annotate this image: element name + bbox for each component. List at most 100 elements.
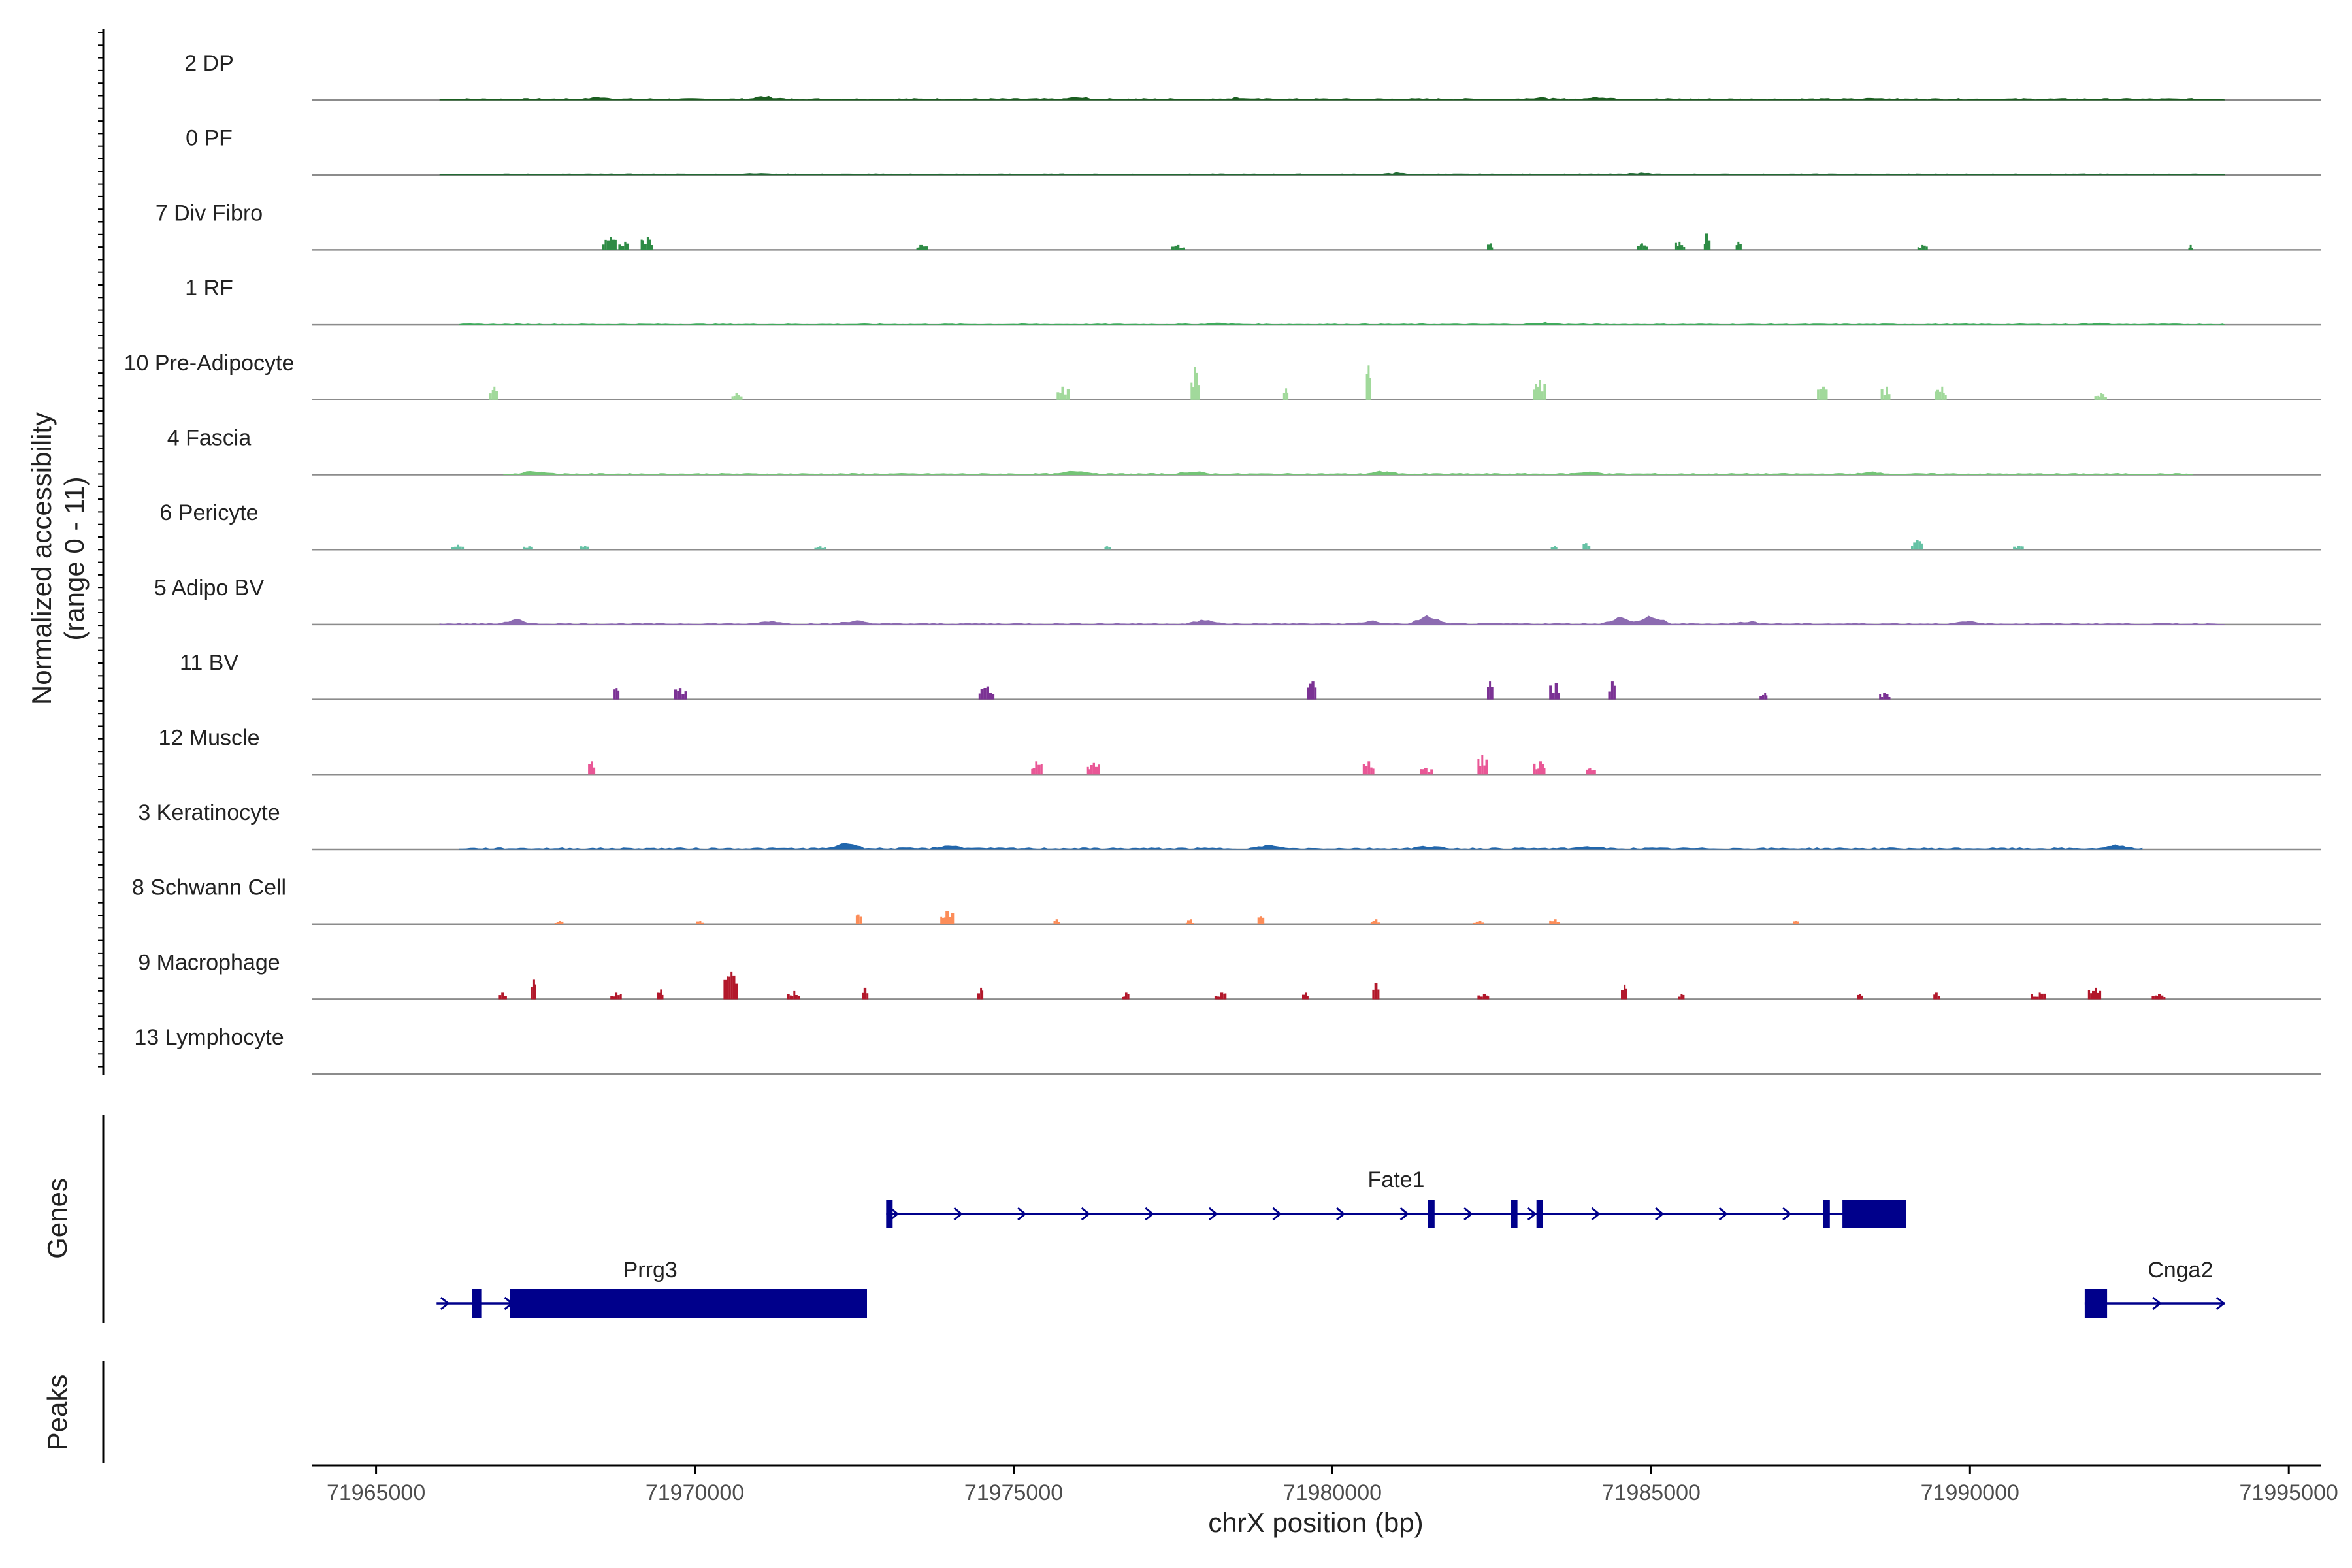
track-10-pre-adipocyte: 10 Pre-Adipocyte [124, 351, 2321, 401]
track-5-adipo-bv: 5 Adipo BV [154, 576, 2321, 626]
coverage-peak-bar [1478, 921, 1482, 924]
coverage-peak-bar [1678, 996, 1681, 1000]
coverage-peak-bar [1883, 395, 1886, 400]
coverage-peak-bar [561, 921, 564, 924]
track-0-pf: 0 PF [186, 126, 2321, 176]
coverage-area [439, 95, 2225, 101]
coverage-peak-bar [525, 547, 529, 550]
coverage-peak-bar [1676, 246, 1679, 250]
coverage-peak-bar [1625, 988, 1627, 1000]
coverage-peak-bar [2104, 397, 2107, 400]
gene-label: Cnga2 [2148, 1258, 2213, 1282]
coverage-peak-bar [1302, 994, 1305, 1000]
coverage-peak-bar [824, 547, 826, 550]
coverage-peak-bar [814, 547, 817, 550]
coverage-peak-bar [1608, 691, 1611, 700]
coverage-peak-bar [949, 917, 951, 924]
coverage-peak-bar [1936, 389, 1939, 400]
coverage-peak-bar [1122, 996, 1124, 1000]
coverage-peak-bar [1183, 247, 1185, 250]
coverage-peak-bar [1880, 389, 1884, 400]
coverage-peak-bar [2095, 987, 2097, 1000]
coverage-peak-bar [602, 244, 605, 250]
coverage-peak-bar [1478, 766, 1482, 775]
coverage-tracks: 2 DP 0 PF 7 Div Fibro 1 RF 10 Pre-Adipocyte 4… [98, 29, 2321, 1075]
coverage-peak-bar [1539, 761, 1542, 775]
coverage-peak-bar [1793, 921, 1795, 924]
coverage-peak-bar [2158, 994, 2161, 1000]
coverage-peak-bar [2090, 993, 2093, 1000]
exon-block [1842, 1200, 1906, 1228]
coverage-peak-bar [945, 911, 949, 924]
gene-label: Prrg3 [623, 1258, 678, 1282]
exon-block [1536, 1200, 1543, 1228]
coverage-peak-bar [1921, 543, 1923, 550]
coverage-peak-bar [674, 689, 678, 700]
track-label: 4 Fascia [167, 426, 252, 451]
coverage-peak-bar [1674, 242, 1677, 250]
coverage-peak-bar [866, 993, 869, 1000]
coverage-peak-bar [1917, 247, 1919, 250]
strand-arrow [1336, 1207, 1346, 1221]
coverage-peak-bar [661, 994, 664, 1000]
coverage-peak-bar [1533, 389, 1535, 400]
coverage-peak-bar [1218, 996, 1221, 1000]
coverage-peak-bar [617, 690, 620, 700]
strand-arrow [1399, 1207, 1409, 1221]
coverage-peak-bar [650, 245, 653, 250]
coverage-peak-bar [1537, 768, 1540, 775]
coverage-peak-bar [1554, 683, 1558, 700]
coverage-peak-bar [1678, 241, 1681, 250]
coverage-peak-bar [1543, 768, 1546, 775]
gene-annotation-track: Fate1 Prrg3 Cnga2 [102, 1115, 2226, 1323]
coverage-peak-bar [986, 686, 989, 700]
coverage-peak-bar [1680, 245, 1684, 250]
coverage-peak-bar [989, 693, 992, 700]
coverage-peak-bar [2092, 990, 2095, 1000]
coverage-peak-bar [612, 239, 615, 250]
coverage-peak-bar [1486, 995, 1488, 1000]
coverage-peak-bar [1942, 393, 1945, 400]
coverage-peak-bar [1105, 546, 1109, 550]
coverage-peak-bar [942, 918, 944, 924]
coverage-peak-bar [1682, 994, 1685, 1000]
coverage-peak-bar [1550, 547, 1554, 550]
coverage-peak-bar [1919, 248, 1921, 250]
coverage-peak-bar [2043, 993, 2046, 1000]
coverage-peak-bar [1590, 770, 1593, 775]
coverage-peak-bar [738, 395, 740, 400]
coverage-peak-bar [1187, 920, 1190, 924]
coverage-peak-bar [528, 546, 531, 550]
coverage-peak-bar [696, 921, 700, 924]
x-tick-label: 71995000 [2240, 1480, 2338, 1505]
coverage-peak-bar [1918, 541, 1921, 550]
coverage-peak-bar [1683, 247, 1686, 250]
coverage-peak-bar [1190, 919, 1192, 924]
track-label: 6 Pericyte [159, 500, 258, 525]
coverage-peak-bar [1055, 919, 1058, 924]
strand-arrow [1208, 1207, 1218, 1221]
coverage-peak-bar [644, 244, 647, 250]
coverage-peak-bar [1370, 922, 1373, 924]
coverage-peak-bar [1285, 388, 1288, 400]
coverage-peak-bar [459, 546, 462, 550]
coverage-peak-bar [978, 693, 981, 700]
coverage-peak-bar [660, 989, 662, 1000]
coverage-peak-bar [677, 691, 679, 700]
track-label: 3 Keratinocyte [138, 800, 280, 825]
coverage-peak-bar [1554, 919, 1557, 924]
coverage-peak-bar [1286, 392, 1289, 400]
strand-arrow [1463, 1207, 1473, 1221]
coverage-peak-bar [2013, 546, 2016, 550]
coverage-peak-bar [531, 987, 533, 1000]
strand-arrow [2152, 1296, 2162, 1311]
gene-prrg3: Prrg3 [436, 1258, 867, 1318]
coverage-peak-bar [1941, 386, 1944, 400]
track-label: 8 Schwann Cell [132, 875, 286, 900]
coverage-peak-bar [1542, 764, 1544, 775]
coverage-peak-bar [1491, 247, 1494, 250]
coverage-peak-bar [1108, 547, 1111, 550]
coverage-peak-bar [1217, 996, 1219, 1000]
coverage-peak-bar [604, 239, 607, 250]
